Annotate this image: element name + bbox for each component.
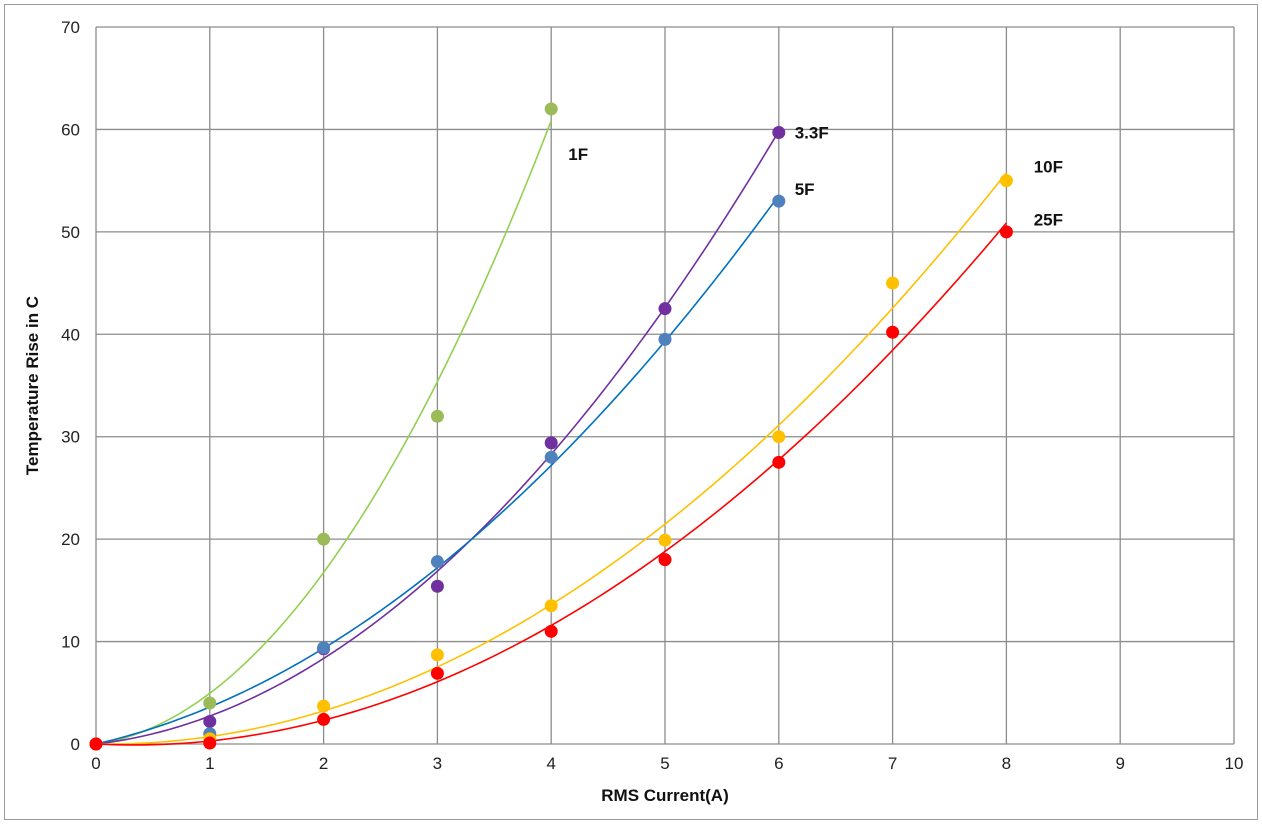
data-point-1F xyxy=(431,410,444,423)
y-axis-title: Temperature Rise in C xyxy=(23,296,42,475)
y-axis-ticks: 0 10 20 30 40 50 60 70 xyxy=(61,18,80,754)
x-tick-label: 4 xyxy=(546,754,555,773)
y-tick-label: 60 xyxy=(61,120,80,139)
data-point-1F xyxy=(545,102,558,115)
data-point-10F xyxy=(317,700,330,713)
data-point-1F xyxy=(317,533,330,546)
x-tick-label: 0 xyxy=(91,754,100,773)
data-point-10F xyxy=(545,599,558,612)
data-point-5F xyxy=(772,195,785,208)
data-point-25F xyxy=(317,713,330,726)
data-point-3-3F xyxy=(772,126,785,139)
x-axis-title: RMS Current(A) xyxy=(601,786,729,805)
x-tick-label: 2 xyxy=(319,754,328,773)
data-point-5F xyxy=(659,333,672,346)
x-axis-ticks: 0 1 2 3 4 5 6 7 8 9 10 xyxy=(91,754,1243,773)
data-point-10F xyxy=(431,648,444,661)
x-tick-label: 10 xyxy=(1225,754,1244,773)
x-tick-label: 3 xyxy=(433,754,442,773)
x-tick-label: 9 xyxy=(1115,754,1124,773)
data-point-3-3F xyxy=(659,302,672,315)
data-point-10F xyxy=(1000,174,1013,187)
series-labels: 1F 3.3F 5F 10F 25F xyxy=(568,124,1063,230)
y-tick-label: 30 xyxy=(61,428,80,447)
data-point-25F xyxy=(90,738,103,751)
series-label-25F: 25F xyxy=(1034,211,1063,230)
data-point-10F xyxy=(772,430,785,443)
data-point-5F xyxy=(431,555,444,568)
data-point-3-3F xyxy=(545,436,558,449)
data-point-3-3F xyxy=(203,715,216,728)
series-label-3-3F: 3.3F xyxy=(795,124,829,143)
y-tick-label: 40 xyxy=(61,325,80,344)
y-tick-label: 70 xyxy=(61,18,80,37)
grid-lines xyxy=(96,27,1234,744)
data-point-1F xyxy=(203,697,216,710)
y-tick-label: 0 xyxy=(71,735,80,754)
data-point-10F xyxy=(659,534,672,547)
y-tick-label: 50 xyxy=(61,223,80,242)
x-tick-label: 7 xyxy=(888,754,897,773)
series-label-1F: 1F xyxy=(568,145,588,164)
x-tick-label: 8 xyxy=(1002,754,1011,773)
data-point-25F xyxy=(659,553,672,566)
data-point-25F xyxy=(431,667,444,680)
data-point-25F xyxy=(772,456,785,469)
data-point-25F xyxy=(1000,225,1013,238)
data-point-3-3F xyxy=(431,580,444,593)
data-point-25F xyxy=(545,625,558,638)
x-tick-label: 5 xyxy=(660,754,669,773)
y-tick-label: 20 xyxy=(61,530,80,549)
x-tick-label: 6 xyxy=(774,754,783,773)
data-point-25F xyxy=(203,736,216,749)
data-point-25F xyxy=(886,326,899,339)
data-point-10F xyxy=(886,277,899,290)
data-point-5F xyxy=(317,641,330,654)
series-label-10F: 10F xyxy=(1034,157,1063,176)
y-tick-label: 10 xyxy=(61,633,80,652)
x-tick-label: 1 xyxy=(205,754,214,773)
data-point-5F xyxy=(545,451,558,464)
series-label-5F: 5F xyxy=(795,180,815,199)
